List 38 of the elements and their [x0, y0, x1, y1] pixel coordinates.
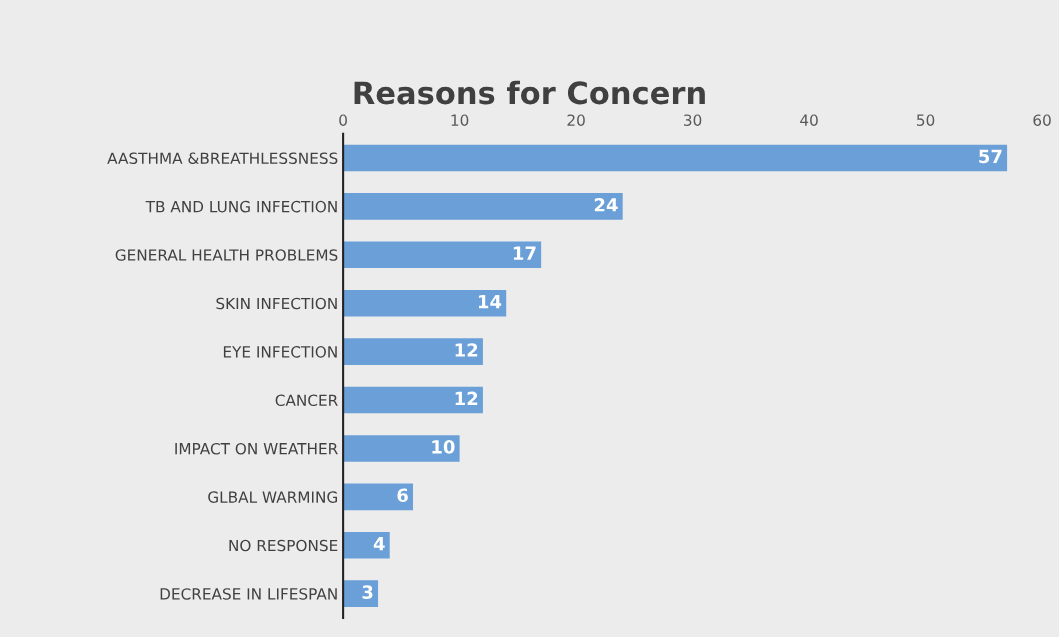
- data-label: 12: [455, 343, 478, 357]
- x-tick-label: 0: [339, 114, 347, 126]
- y-tick-label: IMPACT ON WEATHER: [175, 442, 338, 455]
- data-label: 6: [397, 488, 408, 503]
- y-tick-label: TB AND LUNG INFECTION: [145, 200, 337, 213]
- data-label: 10: [432, 440, 455, 454]
- y-tick-label: GLBAL WARMING: [208, 491, 337, 503]
- x-tick-label: 10: [451, 114, 469, 126]
- bar: [343, 241, 542, 269]
- data-label: 14: [478, 295, 502, 309]
- chart-title: Reasons for Concern: [354, 80, 705, 105]
- data-label: 24: [594, 197, 618, 212]
- data-label: 4: [373, 537, 385, 551]
- y-tick-label: NO RESPONSE: [229, 539, 338, 552]
- bar: [343, 386, 483, 414]
- data-label: 17: [513, 246, 536, 260]
- x-tick-label: 30: [684, 114, 702, 126]
- y-tick-label: GENERAL HEALTH PROBLEMS: [115, 249, 338, 261]
- x-tick-label: 20: [567, 114, 585, 126]
- y-tick-label: DECREASE IN LIFESPAN: [160, 588, 337, 600]
- bar: [343, 435, 460, 462]
- bar: [343, 580, 379, 607]
- y-tick-label: EYE INFECTION: [223, 346, 337, 358]
- data-label: 57: [979, 149, 1002, 164]
- bar: [343, 531, 390, 559]
- y-tick-label: CANCER: [275, 394, 338, 407]
- bar: [343, 289, 507, 317]
- bar: [343, 338, 483, 365]
- y-tick-label: AASTHMA &BREATHLESSNESS: [107, 152, 338, 164]
- data-label: 12: [455, 391, 478, 406]
- bar: [343, 144, 1008, 172]
- x-tick-label: 50: [917, 114, 935, 126]
- x-tick-label: 60: [1033, 114, 1051, 126]
- y-tick-label: SKIN INFECTION: [216, 297, 337, 310]
- data-label: 3: [362, 585, 373, 599]
- x-tick-label: 40: [800, 114, 818, 126]
- bar: [343, 193, 623, 220]
- bar: [343, 483, 414, 511]
